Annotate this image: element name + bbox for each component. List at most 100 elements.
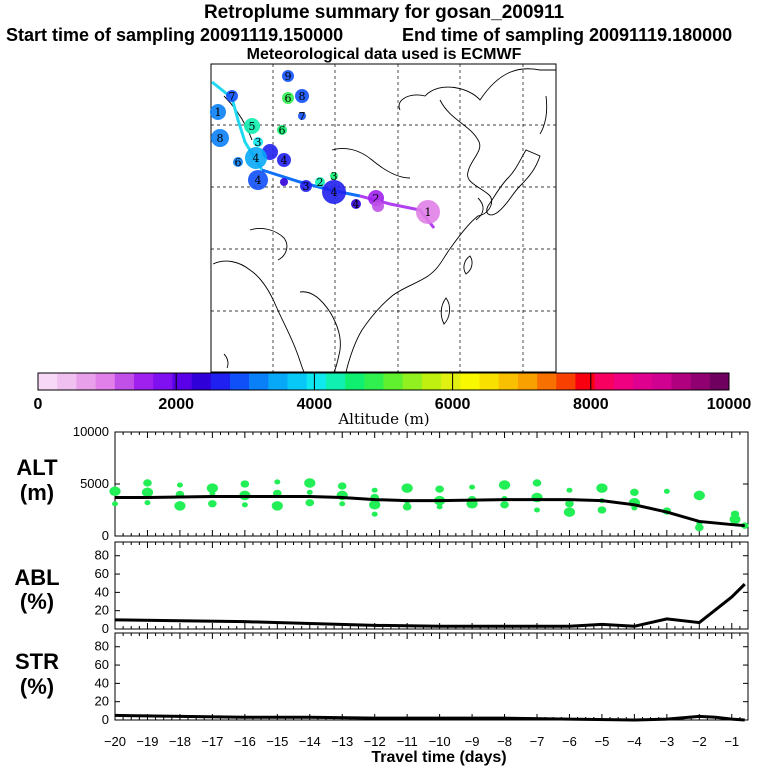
plume-cluster xyxy=(282,92,294,104)
x-tick-label: −15 xyxy=(266,734,288,749)
colorbar-swatch xyxy=(633,373,653,390)
x-tick-label: −8 xyxy=(497,734,512,749)
x-tick-label: −7 xyxy=(530,734,545,749)
cluster-marker xyxy=(596,483,608,493)
colorbar-swatch xyxy=(306,373,327,390)
met-data-label: Meteorological data used is ECMWF xyxy=(246,46,522,63)
colorbar-swatch xyxy=(517,373,538,390)
colorbar-tick-label: 4000 xyxy=(297,396,333,413)
alt-title: ALT xyxy=(16,455,58,480)
plume-cluster xyxy=(322,180,346,204)
x-tick-label: −2 xyxy=(692,734,707,749)
cluster-marker xyxy=(112,501,118,507)
trajectory-day-label: 7 xyxy=(299,110,306,123)
x-tick-label: −4 xyxy=(627,734,642,749)
plume-cluster xyxy=(248,170,268,190)
trajectory-day-label: 4 xyxy=(255,174,262,187)
plume-cluster xyxy=(253,137,263,147)
colorbar-swatch xyxy=(709,373,730,390)
plume-cluster xyxy=(372,200,384,212)
cluster-marker xyxy=(693,490,705,501)
colorbar-swatch xyxy=(172,373,192,390)
plume-cluster xyxy=(282,70,294,82)
x-tick-label: −13 xyxy=(331,734,353,749)
x-tick-label: −14 xyxy=(299,734,321,749)
colorbar-swatch xyxy=(671,373,691,390)
plume-cluster xyxy=(226,90,238,102)
y-tick-label: 40 xyxy=(95,584,109,599)
trajectory-day-label: 5 xyxy=(249,120,256,133)
cluster-marker xyxy=(369,500,381,510)
cluster-marker xyxy=(109,486,121,497)
cluster-marker xyxy=(274,479,281,485)
x-tick-label: −6 xyxy=(562,734,577,749)
colorbar-swatch xyxy=(498,373,519,390)
colorbar-tick-label: 6000 xyxy=(435,396,471,413)
trajectory-day-label: 4 xyxy=(253,152,260,165)
cluster-marker xyxy=(371,511,378,517)
cluster-marker xyxy=(500,501,509,509)
y-tick-label: 80 xyxy=(95,548,109,563)
colorbar-swatch xyxy=(249,373,269,390)
panel-abl: 0 20 40 60 80 xyxy=(95,541,749,636)
colorbar-swatch xyxy=(364,373,384,390)
colorbar-swatch xyxy=(287,373,308,390)
colorbar-swatch xyxy=(421,373,442,390)
trajectory-day-label: 6 xyxy=(285,92,292,105)
plume-cluster xyxy=(351,199,361,209)
colorbar-label: Altitude (m) xyxy=(338,410,430,428)
colorbar-swatch xyxy=(114,373,135,390)
colorbar-swatch xyxy=(268,373,288,390)
time-series-panels: 0 5000 10000 0 20 40 60 80 0 20 40 60 80 −20 −19 −18 −17… xyxy=(73,424,749,749)
str-title: STR xyxy=(15,649,59,674)
cluster-marker xyxy=(401,483,413,493)
trajectory-day-label: 4 xyxy=(331,186,338,199)
trajectory-day-label: 1 xyxy=(425,206,432,219)
y-tick-label: 10000 xyxy=(73,424,109,439)
y-tick-label: 5000 xyxy=(80,476,109,491)
cluster-marker xyxy=(532,479,542,487)
colorbar-swatch xyxy=(690,373,711,390)
trajectory-day-label: 1 xyxy=(215,106,222,119)
x-tick-label: −17 xyxy=(201,734,223,749)
x-tick-label: −9 xyxy=(465,734,480,749)
trajectory-day-label: 2 xyxy=(373,192,380,205)
colorbar-swatch xyxy=(402,373,423,390)
abl-ylabel: (%) xyxy=(19,589,55,614)
colorbar-swatch xyxy=(441,373,461,390)
plume-cluster xyxy=(210,104,226,120)
x-tick-label: −5 xyxy=(595,734,610,749)
colorbar-swatch xyxy=(383,373,403,390)
colorbar-tick-label: 8000 xyxy=(573,396,609,413)
cluster-marker xyxy=(563,507,576,517)
colorbar-tick-label: 2000 xyxy=(158,396,194,413)
colorbar-swatch xyxy=(652,373,672,390)
trajectory-day-label: 8 xyxy=(217,132,224,145)
colorbar-swatch xyxy=(153,373,173,390)
cluster-marker xyxy=(695,524,704,532)
cluster-marker xyxy=(209,490,216,496)
cluster-marker xyxy=(469,484,476,490)
colorbar-swatch xyxy=(191,373,212,390)
plume-cluster xyxy=(280,178,288,186)
trajectory-day-label: 3 xyxy=(303,180,310,193)
trajectory-day-label: 3 xyxy=(255,136,262,149)
start-time-label: Start time of sampling 20091119.150000 xyxy=(6,25,344,45)
altitude-colorbar: 0 2000 4000 6000 8000 10000 xyxy=(34,372,751,413)
colorbar-swatch xyxy=(537,373,557,390)
plume-cluster xyxy=(315,177,325,187)
panel-frame xyxy=(114,541,749,630)
map-coastlines xyxy=(212,68,556,373)
x-tick-label: −12 xyxy=(364,734,386,749)
cluster-marker xyxy=(143,479,152,487)
colorbar-swatch xyxy=(76,373,96,390)
plume-cluster xyxy=(300,180,312,192)
cluster-marker xyxy=(663,488,670,494)
x-tick-label: −1 xyxy=(724,734,739,749)
y-tick-label: 40 xyxy=(95,675,109,690)
cluster-marker xyxy=(371,487,378,493)
colorbar-swatch xyxy=(345,373,365,390)
cluster-marker xyxy=(435,485,444,493)
x-tick-label: −16 xyxy=(234,734,256,749)
cluster-marker xyxy=(141,487,154,498)
